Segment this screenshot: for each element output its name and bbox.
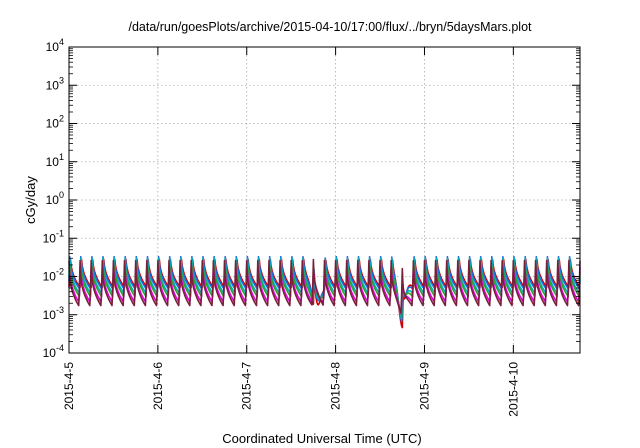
x-axis-label: Coordinated Universal Time (UTC) bbox=[222, 431, 421, 446]
series-line bbox=[68, 258, 581, 314]
grid-lines bbox=[69, 47, 580, 353]
x-tick-label: 2015-4-10 bbox=[506, 362, 520, 417]
y-tick-label: 10-3 bbox=[43, 305, 64, 322]
chart-title: /data/run/goesPlots/archive/2015-04-10/1… bbox=[128, 20, 532, 34]
y-tick-label: 103 bbox=[46, 75, 64, 92]
y-tick-label: 10-2 bbox=[43, 267, 64, 284]
x-tick-label: 2015-4-7 bbox=[240, 362, 254, 410]
y-tick-label: 100 bbox=[46, 190, 64, 207]
y-tick-label: 102 bbox=[46, 114, 64, 131]
y-tick-label: 101 bbox=[46, 152, 64, 169]
x-tick-label: 2015-4-9 bbox=[417, 362, 431, 410]
x-tick-label: 2015-4-8 bbox=[329, 362, 343, 410]
y-tick-label: 10-1 bbox=[43, 228, 64, 245]
x-tick-label: 2015-4-5 bbox=[62, 362, 76, 410]
y-tick-label: 10-4 bbox=[43, 343, 64, 360]
x-tick-label: 2015-4-6 bbox=[151, 362, 165, 410]
axis-ticks: 10-4 10-3 10-2 10-1 100 101 102 103 104 2015-4-5 2… bbox=[43, 37, 580, 417]
series-lines bbox=[68, 255, 581, 329]
y-tick-label: 104 bbox=[46, 37, 64, 54]
y-axis-label: cGy/day bbox=[23, 176, 38, 224]
